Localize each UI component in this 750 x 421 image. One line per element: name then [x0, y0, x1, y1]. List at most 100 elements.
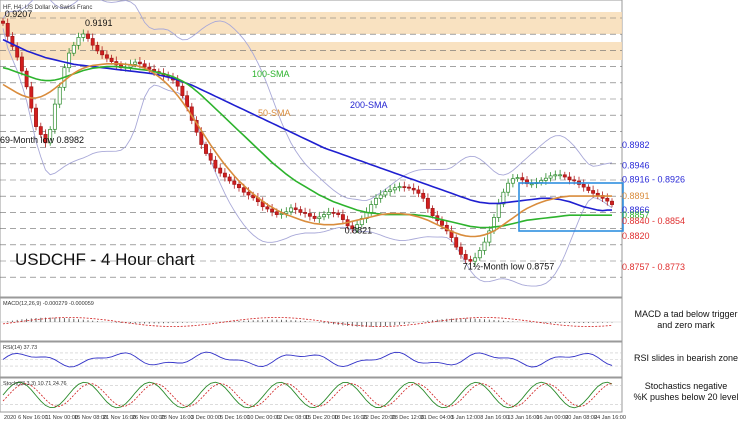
- date-tick-label: 10 Dec 00:00: [247, 415, 280, 421]
- candle-body: [425, 197, 430, 209]
- moving-averages: [2, 38, 612, 238]
- date-tick-label: 31 Dec 04:00: [421, 415, 454, 421]
- candle-body: [289, 207, 293, 213]
- candle-body: [482, 241, 487, 251]
- candle-body: [104, 54, 109, 59]
- date-tick-label: 11 Nov 00:00: [46, 415, 78, 421]
- candle-body: [241, 187, 246, 193]
- candle-body: [473, 257, 478, 262]
- candle-body: [496, 203, 501, 218]
- candle-body: [331, 212, 336, 214]
- price-level-label: 0.8982: [622, 140, 650, 150]
- candle-body: [90, 38, 95, 46]
- candle-body: [34, 107, 38, 127]
- candle-body: [388, 189, 393, 192]
- candle-body: [180, 85, 185, 97]
- 200-sma-line: [2, 38, 612, 212]
- chart-annotations: 0.9207 0.9191 69-Month low 0.8982 0.8821 71½…: [0, 9, 554, 271]
- candle-body: [95, 44, 100, 52]
- candle-body: [279, 213, 284, 215]
- candle-body: [218, 167, 223, 174]
- candle-body: [57, 86, 62, 105]
- candle-body: [48, 129, 53, 144]
- candle-body: [553, 174, 558, 177]
- price-level-label: 0.8757 - 0.8773: [622, 262, 685, 272]
- date-tick-label: 18 Dec 16:00: [334, 415, 367, 421]
- candle-body: [543, 177, 548, 181]
- candle-body: [440, 220, 444, 226]
- instrument-header: HF, H4: US Dollar vs Swiss Franc: [3, 5, 92, 11]
- candle-body: [355, 224, 360, 229]
- candle-body: [81, 33, 86, 38]
- candle-body: [510, 178, 515, 184]
- candle-body: [567, 176, 572, 181]
- date-tick-label: 26 Nov 00:00: [132, 415, 165, 421]
- candle-body: [463, 254, 468, 260]
- candle-body: [411, 187, 416, 191]
- candle-body: [142, 63, 147, 68]
- candle-body: [265, 206, 270, 210]
- macd-signal-line: [2, 317, 613, 327]
- stochastics-d-line: [2, 383, 613, 407]
- date-tick-label: 6 Nov 16:00: [18, 415, 48, 421]
- macd-header: MACD(12,26,9) -0.000279 -0.000059: [3, 301, 94, 307]
- date-tick-label: 2020: [4, 415, 16, 421]
- candle-body: [397, 186, 402, 189]
- candle-body: [605, 197, 610, 202]
- candle-body: [336, 212, 341, 215]
- date-tick-label: 15 Dec 20:00: [305, 415, 338, 421]
- candle-body: [520, 177, 525, 181]
- annotation-label: 71½-Month low 0.8757: [463, 261, 555, 271]
- candle-body: [610, 200, 614, 205]
- macd-histogram: [2, 317, 613, 327]
- date-tick-label: 16 Jan 00:00: [536, 415, 568, 421]
- rsi-line: [0, 351, 622, 368]
- price-level-label: 0.8857: [622, 210, 650, 220]
- price-level-label: 0.8820: [622, 231, 650, 241]
- candle-body: [270, 208, 275, 213]
- candle-body: [454, 237, 459, 248]
- candle-body: [312, 215, 317, 219]
- candle-body: [43, 134, 48, 144]
- stochastics-note-line-2: %K pushes below 20 level: [633, 392, 738, 402]
- candle-body: [416, 189, 421, 194]
- candle-body: [430, 208, 435, 217]
- candle-body: [303, 212, 308, 214]
- 50-sma-line: [2, 63, 612, 238]
- candle-body: [322, 214, 326, 218]
- macd-note-line-1: MACD a tad below trigger: [634, 309, 737, 319]
- candle-body: [558, 174, 563, 177]
- date-tick-label: 5 Dec 16:00: [220, 415, 250, 421]
- candle-body: [369, 204, 374, 213]
- candle-body: [133, 61, 138, 65]
- stochastics-header: Stoch(23,3,3) 10.71 24.76: [3, 381, 67, 387]
- candle-body: [86, 33, 90, 39]
- annotation-label: 69-Month low 0.8982: [0, 135, 84, 145]
- candle-body: [515, 177, 520, 180]
- candle-body: [147, 66, 152, 70]
- candle-body: [100, 50, 105, 56]
- candle-body: [317, 216, 322, 219]
- candle-body: [529, 183, 534, 186]
- candle-body: [213, 159, 218, 169]
- candle-body: [374, 197, 378, 205]
- price-level-label: 0.8946: [622, 160, 650, 170]
- candle-body: [383, 191, 388, 196]
- stochastics-pane: Stoch(23,3,3) 10.71 24.76 Stochastics ne…: [0, 377, 739, 413]
- candle-body: [340, 214, 345, 220]
- candle-body: [237, 183, 241, 189]
- candle-body: [458, 246, 463, 255]
- candle-body: [15, 46, 20, 58]
- macd-note-line-2: and zero mark: [657, 320, 715, 330]
- candle-body: [492, 217, 496, 232]
- candle-body: [562, 174, 567, 178]
- candle-body: [10, 35, 15, 47]
- stochastics-note-line-1: Stochastics negative: [645, 381, 728, 391]
- price-gridlines: [0, 17, 622, 278]
- resistance-zone-lower: [0, 42, 622, 60]
- rsi-header: RSI(14) 37.73: [3, 345, 37, 351]
- candle-body: [407, 186, 411, 189]
